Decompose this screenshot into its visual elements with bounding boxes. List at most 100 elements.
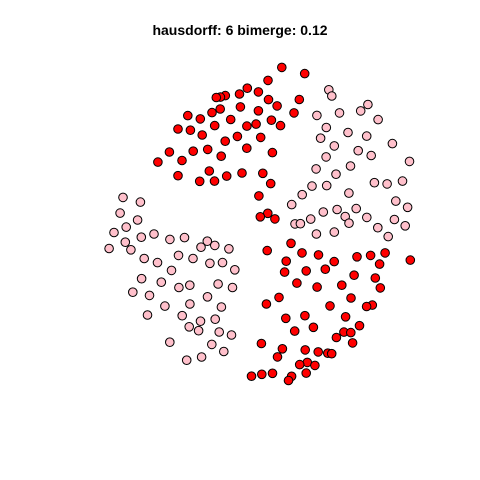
data-point	[277, 62, 287, 73]
data-point	[346, 327, 356, 338]
data-point	[312, 110, 322, 121]
data-point	[197, 130, 207, 140]
data-point	[181, 355, 192, 366]
data-point	[301, 368, 312, 378]
data-point	[351, 203, 362, 214]
data-point	[188, 253, 198, 264]
data-point	[277, 344, 288, 354]
chart-title: hausdorff: 6 bimerge: 0.12	[152, 22, 328, 38]
data-point	[318, 207, 329, 217]
data-point	[242, 83, 253, 93]
data-point	[152, 257, 163, 268]
data-point	[246, 371, 257, 382]
data-point	[210, 314, 220, 325]
data-point	[387, 138, 398, 149]
data-point	[219, 346, 229, 357]
data-point	[373, 114, 383, 125]
data-point	[315, 133, 326, 143]
data-point	[136, 232, 147, 242]
data-point	[275, 120, 286, 131]
data-point	[135, 197, 146, 207]
data-point	[184, 322, 194, 332]
data-point	[216, 302, 227, 312]
data-point	[321, 152, 331, 162]
data-point	[118, 192, 128, 203]
data-point	[402, 202, 413, 213]
data-point	[183, 110, 193, 121]
data-point	[272, 352, 283, 362]
data-point	[307, 181, 317, 191]
data-point	[242, 143, 252, 153]
data-point	[251, 119, 261, 129]
data-point	[195, 114, 206, 124]
data-point	[173, 170, 183, 181]
data-point	[224, 244, 234, 254]
data-point	[120, 237, 131, 247]
data-point	[366, 150, 377, 161]
data-point	[266, 115, 277, 125]
data-point	[261, 299, 272, 309]
data-point	[115, 208, 125, 218]
data-point	[292, 278, 302, 288]
data-point	[226, 330, 237, 340]
data-point	[207, 339, 217, 350]
data-point	[308, 322, 319, 333]
data-point	[361, 131, 372, 141]
data-point	[325, 301, 335, 311]
data-point	[211, 92, 222, 103]
data-point	[265, 178, 276, 189]
data-point	[193, 325, 204, 336]
data-point	[270, 214, 280, 224]
data-point	[153, 157, 163, 167]
data-point	[142, 310, 153, 320]
data-point	[321, 180, 332, 191]
data-point	[188, 146, 198, 156]
data-point	[327, 91, 337, 101]
data-point	[363, 99, 373, 110]
data-point	[220, 136, 230, 146]
data-point	[256, 338, 267, 349]
data-point	[313, 347, 324, 357]
data-point	[340, 312, 351, 322]
data-point	[195, 316, 206, 327]
data-point	[202, 144, 213, 155]
data-point	[346, 293, 356, 303]
data-point	[164, 147, 175, 157]
data-point	[321, 122, 332, 133]
data-point	[397, 176, 408, 186]
data-point	[196, 352, 207, 362]
data-point	[326, 348, 337, 359]
data-point	[289, 326, 300, 336]
data-point	[253, 106, 264, 116]
data-point	[299, 68, 310, 79]
data-point	[310, 360, 320, 371]
data-point	[294, 359, 305, 370]
data-point	[177, 310, 187, 321]
data-point	[362, 212, 372, 223]
data-point	[257, 369, 267, 380]
data-point	[204, 166, 215, 176]
data-point	[345, 161, 356, 171]
data-point	[255, 212, 266, 222]
data-point	[352, 251, 362, 262]
data-point	[343, 127, 353, 138]
data-point	[232, 131, 243, 142]
data-point	[258, 168, 268, 179]
data-point	[405, 255, 416, 265]
data-point	[254, 191, 264, 201]
data-point	[329, 227, 340, 237]
data-point	[136, 273, 147, 284]
data-point	[312, 282, 322, 292]
data-point	[365, 250, 376, 261]
data-point	[210, 240, 220, 251]
data-point	[400, 221, 411, 231]
data-point	[313, 250, 324, 260]
data-point	[165, 337, 175, 348]
data-point	[311, 229, 322, 239]
data-point	[263, 94, 274, 105]
data-point	[209, 176, 220, 186]
data-point	[109, 227, 119, 238]
data-point	[391, 196, 401, 206]
data-point	[227, 282, 238, 293]
data-point	[375, 283, 386, 293]
